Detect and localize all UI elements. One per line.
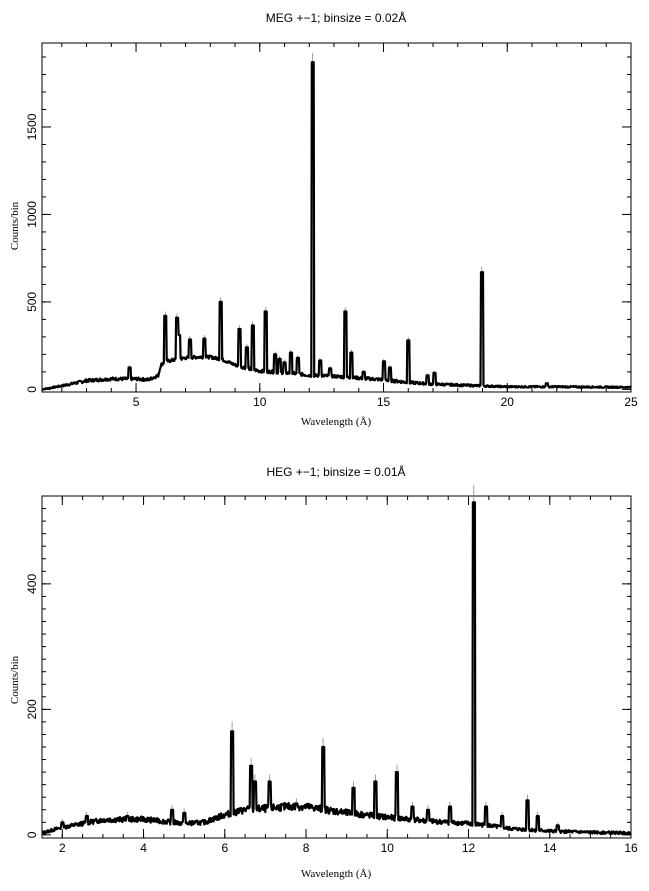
meg-spectrum xyxy=(41,53,632,391)
heg-plot-frame xyxy=(41,495,632,839)
heg-x-tick-label: 14 xyxy=(543,841,557,855)
meg-y-axis-label: Counts/bin xyxy=(9,201,21,250)
heg-spectrum-line xyxy=(41,501,632,836)
meg-panel: MEG +−1; binsize = 0.02Å 5 10 15 20 25 0 500 10… xyxy=(9,10,638,428)
heg-x-tick-label: 16 xyxy=(624,841,638,855)
heg-axes: 2 4 6 8 10 12 14 16 0 200 400 xyxy=(25,495,638,855)
meg-chart-title: MEG +−1; binsize = 0.02Å xyxy=(266,10,406,25)
heg-y-tick-label: 0 xyxy=(25,831,39,838)
heg-x-tick-label: 8 xyxy=(303,841,310,855)
heg-x-tick-label: 10 xyxy=(381,841,395,855)
meg-plot-frame xyxy=(41,42,632,393)
heg-spectrum xyxy=(41,484,632,836)
meg-x-axis-label: Wavelength (Å) xyxy=(301,416,372,428)
heg-x-tick-label: 2 xyxy=(59,841,66,855)
heg-y-tick-label: 200 xyxy=(25,699,39,719)
meg-x-tick-label: 5 xyxy=(133,395,140,409)
meg-y-tick-label: 1000 xyxy=(25,201,39,228)
meg-spectrum-line xyxy=(41,61,632,391)
heg-panel: HEG +−1; binsize = 0.01Å 2 4 6 8 10 12 14 16 0 20… xyxy=(9,464,638,880)
meg-y-tick-label: 500 xyxy=(25,292,39,312)
meg-x-tick-label: 15 xyxy=(377,395,391,409)
heg-x-tick-label: 4 xyxy=(140,841,147,855)
heg-y-axis-label: Counts/bin xyxy=(9,655,21,704)
heg-x-axis-label: Wavelength (Å) xyxy=(301,868,372,880)
meg-y-tick-label: 1500 xyxy=(25,113,39,140)
meg-y-tick-label: 0 xyxy=(25,386,39,393)
heg-x-tick-label: 6 xyxy=(221,841,228,855)
meg-axes: 5 10 15 20 25 0 500 1000 1500 xyxy=(25,42,638,409)
heg-x-tick-label: 12 xyxy=(462,841,476,855)
heg-error-bars xyxy=(61,484,559,826)
heg-y-tick-label: 400 xyxy=(25,574,39,594)
meg-x-tick-label: 25 xyxy=(624,395,638,409)
heg-chart-title: HEG +−1; binsize = 0.01Å xyxy=(266,464,405,479)
meg-x-tick-label: 10 xyxy=(253,395,267,409)
meg-x-tick-label: 20 xyxy=(501,395,515,409)
